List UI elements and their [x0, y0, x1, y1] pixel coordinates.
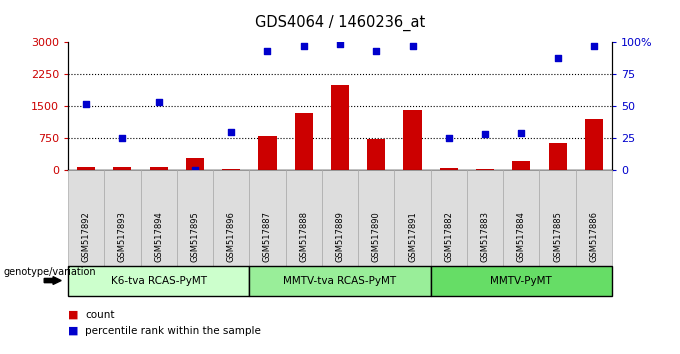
- Bar: [367, 139, 386, 170]
- Point: [588, 44, 599, 49]
- Text: GSM517884: GSM517884: [517, 211, 526, 262]
- Point: [262, 48, 273, 54]
- Text: GSM517887: GSM517887: [263, 211, 272, 262]
- Text: K6-tva RCAS-PyMT: K6-tva RCAS-PyMT: [111, 275, 207, 286]
- Point: [226, 129, 237, 135]
- Bar: [77, 167, 95, 170]
- Point: [335, 41, 345, 47]
- Bar: [331, 85, 349, 170]
- Text: GSM517889: GSM517889: [335, 211, 345, 262]
- Bar: [403, 110, 422, 170]
- Text: ■: ■: [68, 310, 78, 320]
- Bar: [549, 143, 566, 170]
- Point: [153, 99, 164, 105]
- Text: GSM517888: GSM517888: [299, 211, 308, 262]
- Point: [516, 130, 527, 136]
- Bar: [186, 158, 204, 170]
- Text: GSM517891: GSM517891: [408, 211, 417, 262]
- Text: GSM517896: GSM517896: [226, 211, 236, 262]
- Bar: [258, 136, 277, 170]
- Text: GSM517892: GSM517892: [82, 211, 90, 262]
- Text: percentile rank within the sample: percentile rank within the sample: [85, 326, 261, 336]
- Text: GSM517883: GSM517883: [481, 211, 490, 262]
- Text: count: count: [85, 310, 114, 320]
- Text: GSM517894: GSM517894: [154, 211, 163, 262]
- Text: MMTV-tva RCAS-PyMT: MMTV-tva RCAS-PyMT: [284, 275, 396, 286]
- Bar: [512, 161, 530, 170]
- Text: GDS4064 / 1460236_at: GDS4064 / 1460236_at: [255, 15, 425, 31]
- Bar: [585, 119, 603, 170]
- Point: [371, 48, 381, 54]
- Bar: [114, 167, 131, 170]
- Point: [81, 101, 92, 107]
- Text: GSM517885: GSM517885: [553, 211, 562, 262]
- Point: [552, 55, 563, 61]
- Text: GSM517895: GSM517895: [190, 211, 199, 262]
- Text: MMTV-PyMT: MMTV-PyMT: [490, 275, 552, 286]
- Text: GSM517886: GSM517886: [590, 211, 598, 262]
- Text: GSM517882: GSM517882: [444, 211, 454, 262]
- Point: [407, 44, 418, 49]
- Bar: [150, 167, 168, 170]
- Bar: [440, 168, 458, 170]
- Point: [117, 135, 128, 141]
- Point: [299, 44, 309, 49]
- Text: ■: ■: [68, 326, 78, 336]
- Text: GSM517893: GSM517893: [118, 211, 127, 262]
- Point: [443, 135, 454, 141]
- Text: genotype/variation: genotype/variation: [3, 267, 96, 277]
- Point: [190, 167, 201, 173]
- Bar: [294, 113, 313, 170]
- Point: [479, 131, 490, 137]
- Text: GSM517890: GSM517890: [372, 211, 381, 262]
